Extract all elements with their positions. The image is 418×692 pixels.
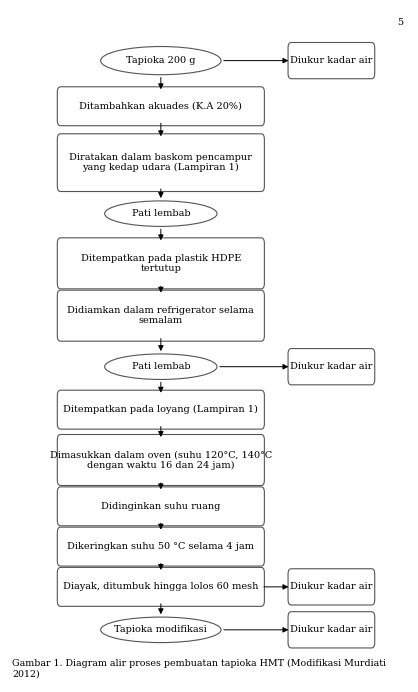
FancyBboxPatch shape bbox=[288, 569, 375, 605]
FancyBboxPatch shape bbox=[57, 86, 264, 126]
FancyBboxPatch shape bbox=[57, 390, 264, 429]
Text: Ditempatkan pada loyang (Lampiran 1): Ditempatkan pada loyang (Lampiran 1) bbox=[64, 405, 258, 415]
Text: Tapioka modifikasi: Tapioka modifikasi bbox=[115, 626, 207, 635]
Text: Diukur kadar air: Diukur kadar air bbox=[290, 626, 372, 635]
Ellipse shape bbox=[104, 201, 217, 226]
Text: Didinginkan suhu ruang: Didinginkan suhu ruang bbox=[101, 502, 221, 511]
Text: Pati lembab: Pati lembab bbox=[132, 209, 190, 218]
Text: Diayak, ditumbuk hingga lolos 60 mesh: Diayak, ditumbuk hingga lolos 60 mesh bbox=[63, 583, 259, 592]
FancyBboxPatch shape bbox=[288, 612, 375, 648]
Text: Diukur kadar air: Diukur kadar air bbox=[290, 583, 372, 592]
Text: Diukur kadar air: Diukur kadar air bbox=[290, 56, 372, 65]
Text: Ditempatkan pada plastik HDPE
tertutup: Ditempatkan pada plastik HDPE tertutup bbox=[81, 254, 241, 273]
Text: 5: 5 bbox=[398, 18, 404, 27]
Text: Diukur kadar air: Diukur kadar air bbox=[290, 362, 372, 371]
FancyBboxPatch shape bbox=[57, 567, 264, 606]
FancyBboxPatch shape bbox=[57, 134, 264, 192]
Ellipse shape bbox=[104, 354, 217, 379]
Text: Didiamkan dalam refrigerator selama
semalam: Didiamkan dalam refrigerator selama sema… bbox=[67, 306, 254, 325]
FancyBboxPatch shape bbox=[57, 238, 264, 289]
Text: Tapioka 200 g: Tapioka 200 g bbox=[126, 56, 196, 65]
FancyBboxPatch shape bbox=[57, 435, 264, 486]
Text: Ditambahkan akuades (K.A 20%): Ditambahkan akuades (K.A 20%) bbox=[79, 102, 242, 111]
Ellipse shape bbox=[101, 46, 221, 75]
Text: Pati lembab: Pati lembab bbox=[132, 362, 190, 371]
Text: Gambar 1. Diagram alir proses pembuatan tapioka HMT (Modifikasi Murdiati
2012): Gambar 1. Diagram alir proses pembuatan … bbox=[13, 659, 386, 679]
FancyBboxPatch shape bbox=[57, 290, 264, 341]
Ellipse shape bbox=[101, 617, 221, 643]
FancyBboxPatch shape bbox=[288, 349, 375, 385]
FancyBboxPatch shape bbox=[57, 487, 264, 526]
Text: Dimasukkan dalam oven (suhu 120°C, 140°C
dengan waktu 16 dan 24 jam): Dimasukkan dalam oven (suhu 120°C, 140°C… bbox=[50, 450, 272, 470]
Text: Dikeringkan suhu 50 °C selama 4 jam: Dikeringkan suhu 50 °C selama 4 jam bbox=[67, 542, 254, 551]
FancyBboxPatch shape bbox=[288, 42, 375, 79]
FancyBboxPatch shape bbox=[57, 527, 264, 566]
Text: Diratakan dalam baskom pencampur
yang kedap udara (Lampiran 1): Diratakan dalam baskom pencampur yang ke… bbox=[69, 153, 252, 172]
